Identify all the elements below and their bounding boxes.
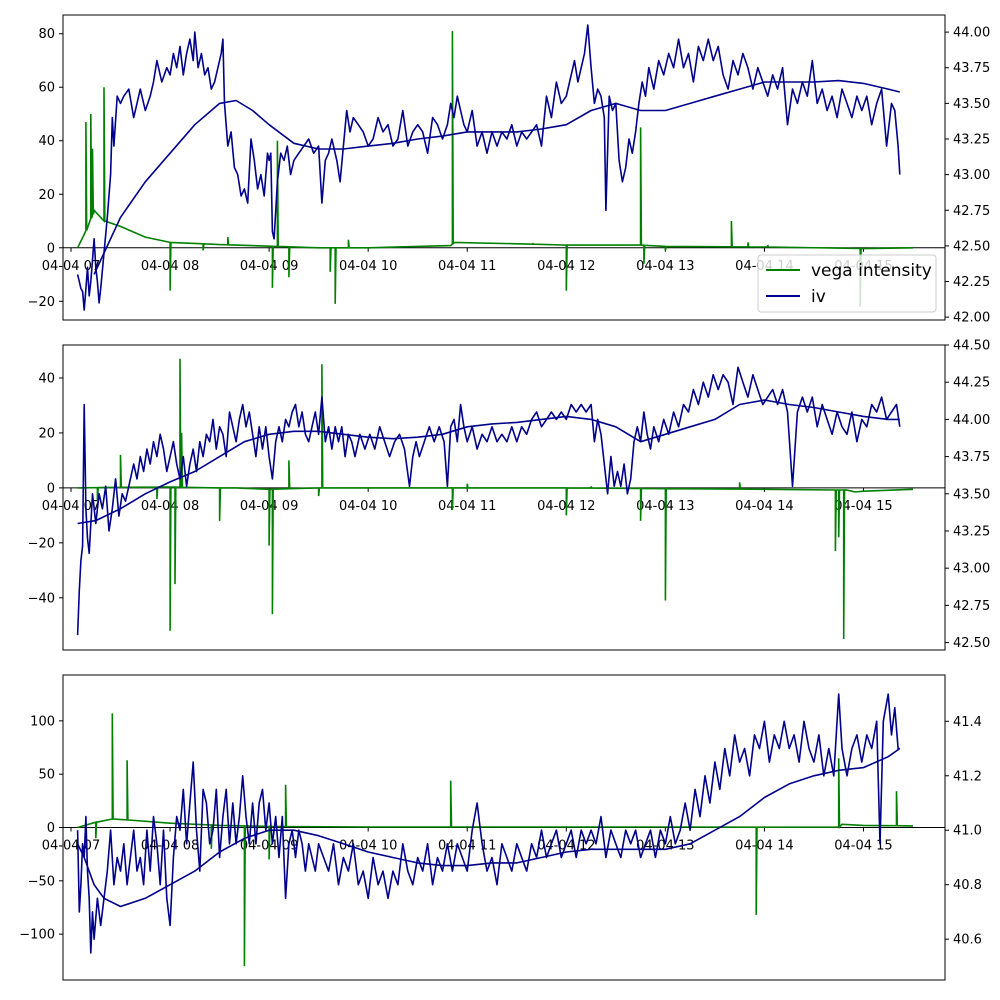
y-right-tick-label: 43.25 xyxy=(953,132,990,147)
x-tick-label: 04-04 09 xyxy=(240,259,298,274)
iv-smoothed-line xyxy=(76,747,901,908)
y-right-tick-label: 43.00 xyxy=(953,168,990,183)
iv-raw-line xyxy=(76,693,900,954)
x-tick-label: 04-04 14 xyxy=(735,499,793,514)
y-right-tick-label: 43.00 xyxy=(953,562,990,577)
series-vega-intensity xyxy=(77,713,914,967)
y-right-tick-label: 43.75 xyxy=(953,450,990,465)
y-left-tick-label: 20 xyxy=(38,426,55,441)
y-left-tick-label: −40 xyxy=(28,591,55,606)
vega-intensity-line xyxy=(77,358,914,640)
y-right-tick-label: 41.0 xyxy=(953,824,982,839)
series-vega-intensity xyxy=(77,358,914,640)
y-right-tick-label: 40.8 xyxy=(953,878,982,893)
y-left-tick-label: −20 xyxy=(28,295,55,310)
y-right-tick-label: 44.25 xyxy=(953,376,990,391)
y-right-tick-label: 44.00 xyxy=(953,413,990,428)
vega-intensity-line xyxy=(77,713,914,967)
x-tick-label: 04-04 07 xyxy=(42,839,100,854)
y-left-tick-label: 0 xyxy=(47,241,55,256)
y-left-tick-label: 50 xyxy=(38,768,55,783)
y-left-tick-label: −100 xyxy=(19,928,55,943)
y-right-tick-label: 42.75 xyxy=(953,599,990,614)
y-left-tick-label: 0 xyxy=(47,481,55,496)
x-tick-label: 04-04 10 xyxy=(339,499,397,514)
y-right-tick-label: 42.25 xyxy=(953,275,990,290)
plot-frame xyxy=(62,344,946,651)
vega-intensity-line xyxy=(76,31,914,307)
y-right-tick-label: 43.75 xyxy=(953,61,990,76)
y-right-tick-label: 42.00 xyxy=(953,311,990,326)
iv-smoothed-line xyxy=(77,399,900,525)
legend-label: vega intensity xyxy=(811,261,932,281)
y-right-tick-label: 43.50 xyxy=(953,487,990,502)
y-left-tick-label: 60 xyxy=(38,81,55,96)
iv-raw-line xyxy=(76,24,901,311)
x-tick-label: 04-04 13 xyxy=(636,259,694,274)
x-tick-label: 04-04 11 xyxy=(438,259,496,274)
x-tick-label: 04-04 08 xyxy=(141,839,199,854)
y-left-tick-label: −20 xyxy=(28,536,55,551)
y-right-tick-label: 44.00 xyxy=(953,26,990,41)
y-right-tick-label: 41.4 xyxy=(953,715,982,730)
y-left-tick-label: 0 xyxy=(47,821,55,836)
x-tick-label: 04-04 11 xyxy=(438,499,496,514)
x-tick-label: 04-04 14 xyxy=(735,839,793,854)
x-tick-label: 04-04 10 xyxy=(339,259,397,274)
iv-smoothed-line xyxy=(93,79,900,275)
legend: vega intensity iv xyxy=(757,254,937,313)
series-vega-intensity xyxy=(76,31,914,307)
y-right-tick-label: 42.75 xyxy=(953,204,990,219)
y-right-tick-label: 44.50 xyxy=(953,339,990,354)
y-right-tick-label: 41.2 xyxy=(953,769,982,784)
chart-panel-1: −20 0 20 40 60 80 42.00 42.25 42.50 42.75 43.00 43.… xyxy=(28,14,990,326)
y-left-tick-label: 100 xyxy=(30,714,55,729)
iv-raw-line xyxy=(76,366,901,636)
x-tick-label: 04-04 15 xyxy=(834,499,892,514)
y-left-tick-label: 20 xyxy=(38,188,55,203)
y-right-tick-label: 40.6 xyxy=(953,933,982,948)
y-left-tick-label: 40 xyxy=(38,371,55,386)
series-iv xyxy=(76,24,901,311)
y-right-tick-label: 43.50 xyxy=(953,97,990,112)
y-right-tick-label: 42.50 xyxy=(953,636,990,651)
x-tick-label: 04-04 07 xyxy=(42,259,100,274)
y-left-tick-label: −50 xyxy=(28,874,55,889)
x-tick-label: 04-04 15 xyxy=(834,839,892,854)
chart-panel-3: −100 −50 0 50 100 40.6 40.8 41.0 41.2 41.4 04-04 0… xyxy=(19,674,982,981)
y-left-tick-label: 40 xyxy=(38,134,55,149)
legend-label: iv xyxy=(811,287,826,307)
y-left-tick-label: 80 xyxy=(38,27,55,42)
chart-panel-2: −40 −20 0 20 40 42.50 42.75 43.00 43.25 43.50 43.7… xyxy=(28,339,991,652)
series-iv xyxy=(76,693,901,954)
legend-box xyxy=(757,254,937,313)
series-iv xyxy=(76,366,901,636)
y-right-tick-label: 42.50 xyxy=(953,239,990,254)
y-right-tick-label: 43.25 xyxy=(953,524,990,539)
